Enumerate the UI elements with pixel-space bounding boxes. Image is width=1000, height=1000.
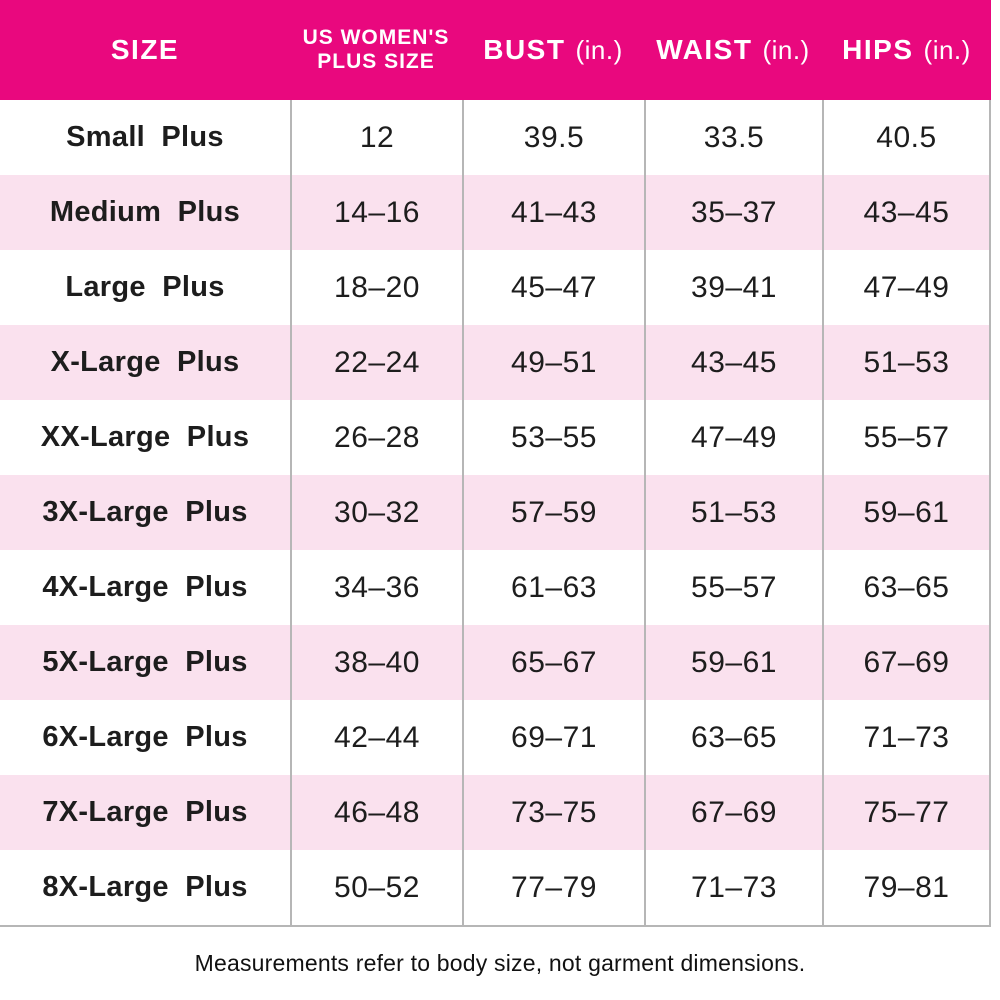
size-cell: 5X-Large Plus [42,646,248,678]
us-plus-size-cell: 38–40 [290,625,462,700]
table-row: 6X-Large Plus 42–44 69–71 63–65 71–73 [0,700,989,775]
bust-cell: 45–47 [462,250,644,325]
us-plus-size-cell: 46–48 [290,775,462,850]
waist-cell: 63–65 [644,700,822,775]
size-cell: Medium Plus [49,196,241,228]
waist-cell: 51–53 [644,475,822,550]
column-header-us-plus-line2: PLUS SIZE [317,50,435,73]
waist-cell: 71–73 [644,850,822,925]
column-header-us-plus-line1: US WOMEN'S [302,25,450,49]
us-plus-size-cell: 30–32 [290,475,462,550]
size-cell: 6X-Large Plus [42,721,248,753]
waist-cell: 33.5 [644,100,822,175]
hips-cell: 59–61 [822,475,989,550]
size-cell: 4X-Large Plus [42,571,248,603]
waist-cell: 67–69 [644,775,822,850]
size-cell: 8X-Large Plus [42,871,248,903]
bust-cell: 41–43 [462,175,644,250]
us-plus-size-cell: 12 [290,100,462,175]
column-header-waist-label: WAIST [656,33,753,65]
column-header-size: SIZE [0,0,290,100]
table-row: X-Large Plus 22–24 49–51 43–45 51–53 [0,325,989,400]
bust-cell: 69–71 [462,700,644,775]
waist-cell: 43–45 [644,325,822,400]
hips-cell: 63–65 [822,550,989,625]
column-header-waist-unit: (in.) [762,34,810,65]
table-header-row: SIZE US WOMEN'S PLUS SIZE BUST (in.) WAI… [0,0,991,100]
column-header-hips-unit: (in.) [923,34,971,65]
bust-cell: 61–63 [462,550,644,625]
table-row: 5X-Large Plus 38–40 65–67 59–61 67–69 [0,625,989,700]
us-plus-size-cell: 42–44 [290,700,462,775]
column-header-hips: HIPS (in.) [822,0,991,100]
column-header-bust-label: BUST [483,33,566,65]
us-plus-size-cell: 34–36 [290,550,462,625]
hips-cell: 47–49 [822,250,989,325]
hips-cell: 51–53 [822,325,989,400]
waist-cell: 47–49 [644,400,822,475]
bust-cell: 65–67 [462,625,644,700]
waist-cell: 59–61 [644,625,822,700]
column-header-bust: BUST (in.) [462,0,644,100]
us-plus-size-cell: 14–16 [290,175,462,250]
us-plus-size-cell: 26–28 [290,400,462,475]
waist-cell: 55–57 [644,550,822,625]
footnote: Measurements refer to body size, not gar… [194,950,806,976]
table-row: 4X-Large Plus 34–36 61–63 55–57 63–65 [0,550,989,625]
bust-cell: 57–59 [462,475,644,550]
column-header-us-plus-size: US WOMEN'S PLUS SIZE [290,0,462,100]
size-cell: X-Large Plus [50,346,240,378]
bust-cell: 77–79 [462,850,644,925]
table-row: Small Plus 12 39.5 33.5 40.5 [0,100,989,175]
size-cell: Large Plus [65,271,225,303]
table-row: 7X-Large Plus 46–48 73–75 67–69 75–77 [0,775,989,850]
bust-cell: 73–75 [462,775,644,850]
table-row: 8X-Large Plus 50–52 77–79 71–73 79–81 [0,850,989,925]
column-header-size-label: SIZE [110,33,180,65]
table-row: Medium Plus 14–16 41–43 35–37 43–45 [0,175,989,250]
hips-cell: 79–81 [822,850,989,925]
size-cell: Small Plus [66,121,224,153]
column-header-hips-label: HIPS [842,33,914,65]
table-row: 3X-Large Plus 30–32 57–59 51–53 59–61 [0,475,989,550]
waist-cell: 39–41 [644,250,822,325]
bust-cell: 39.5 [462,100,644,175]
waist-cell: 35–37 [644,175,822,250]
table-row: XX-Large Plus 26–28 53–55 47–49 55–57 [0,400,989,475]
column-header-waist: WAIST (in.) [644,0,822,100]
hips-cell: 67–69 [822,625,989,700]
column-header-bust-unit: (in.) [575,34,623,65]
table-row: Large Plus 18–20 45–47 39–41 47–49 [0,250,989,325]
size-cell: XX-Large Plus [40,421,250,453]
size-cell: 3X-Large Plus [42,496,248,528]
hips-cell: 75–77 [822,775,989,850]
us-plus-size-cell: 50–52 [290,850,462,925]
us-plus-size-cell: 18–20 [290,250,462,325]
bust-cell: 53–55 [462,400,644,475]
us-plus-size-cell: 22–24 [290,325,462,400]
hips-cell: 71–73 [822,700,989,775]
size-cell: 7X-Large Plus [42,796,248,828]
table-body: Small Plus 12 39.5 33.5 40.5 Medium Plus… [0,100,991,927]
hips-cell: 43–45 [822,175,989,250]
bust-cell: 49–51 [462,325,644,400]
hips-cell: 55–57 [822,400,989,475]
hips-cell: 40.5 [822,100,989,175]
size-table: SIZE US WOMEN'S PLUS SIZE BUST (in.) WAI… [0,0,991,927]
